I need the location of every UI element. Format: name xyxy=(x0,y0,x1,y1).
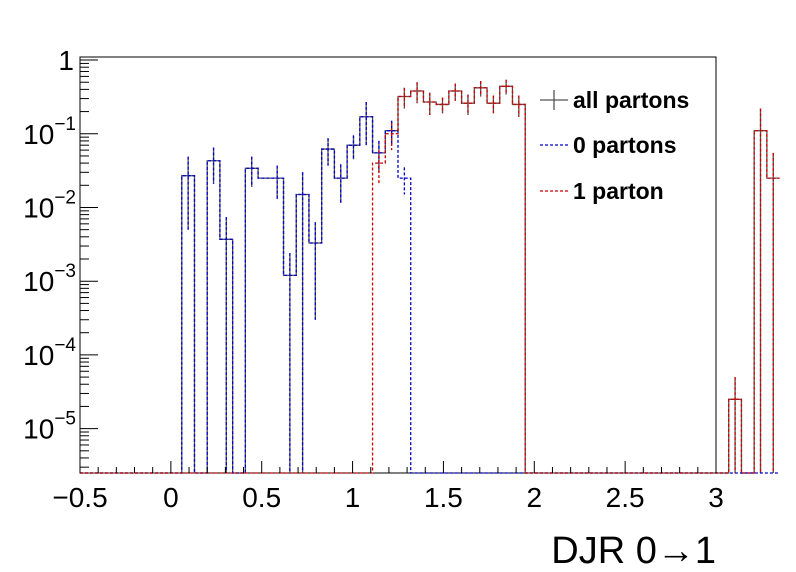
legend-label: 1 parton xyxy=(573,178,664,204)
x-tick-label: 3 xyxy=(708,482,724,513)
series-outline xyxy=(80,85,780,474)
x-tick-label: 0 xyxy=(163,482,179,513)
series-outline xyxy=(80,116,780,474)
y-tick-label: 10−4 xyxy=(23,335,76,371)
series-1-parton xyxy=(80,79,780,474)
y-tick-label: 10−2 xyxy=(23,187,76,223)
x-tick-label: −0.5 xyxy=(52,482,107,513)
legend-label: all partons xyxy=(573,87,689,113)
x-tick-label: 1.5 xyxy=(424,482,463,513)
axis-layer: −0.5 0 0.5 1 1.5 2 2.5 3 1 10−1 10−2 10−3 10−4 10−5 xyxy=(23,45,724,513)
y-tick-label: 10−3 xyxy=(23,261,76,297)
y-tick-label: 10−1 xyxy=(23,114,76,150)
x-axis-label: DJR 0→1 xyxy=(551,530,716,572)
y-tick-label: 10−5 xyxy=(23,409,76,445)
x-tick-label: 2.5 xyxy=(606,482,645,513)
x-tick-label: 2 xyxy=(526,482,542,513)
histogram-layer xyxy=(80,79,780,474)
legend: all partons 0 partons 1 parton xyxy=(540,87,689,204)
plot-frame xyxy=(79,56,717,474)
x-tick-label: 1 xyxy=(345,482,361,513)
x-tick-label: 0.5 xyxy=(242,482,281,513)
y-tick-label: 1 xyxy=(58,45,74,76)
legend-label: 0 partons xyxy=(573,132,677,158)
